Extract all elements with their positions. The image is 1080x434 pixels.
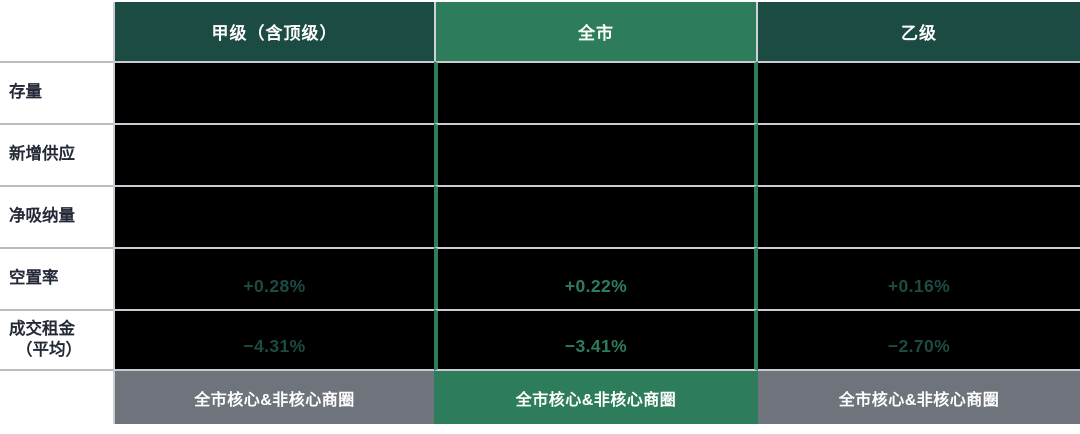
footer-spacer <box>0 371 113 424</box>
footer-cell-citywide: 全市核心&非核心商圈 <box>434 371 758 424</box>
vacancy-delta-grade-b: +0.16% <box>887 276 951 296</box>
rent-label-line1: 成交租金 <box>9 319 75 338</box>
cell-rent-grade-b: −2.70% <box>758 309 1080 371</box>
row-label-net-absorption-text: 净吸纳量 <box>9 207 75 226</box>
footer-cell-grade-b: 全市核心&非核心商圈 <box>758 371 1080 424</box>
header-label-grade-a: 甲级（含顶级） <box>211 24 338 43</box>
cell-inventory-grade-b <box>758 61 1080 123</box>
row-label-vacancy-rate-text: 空置率 <box>9 269 59 288</box>
vacancy-delta-grade-a: +0.28% <box>243 276 306 296</box>
footer-label-citywide: 全市核心&非核心商圈 <box>515 391 677 409</box>
row-label-new-supply-text: 新增供应 <box>9 145 75 164</box>
row-label-transacted-rent-text: 成交租金 （平均） <box>9 319 82 362</box>
row-label-transacted-rent: 成交租金 （平均） <box>0 309 113 371</box>
market-summary-table: 甲级（含顶级） 全市 乙级 存量 新增供应 净吸纳量 空置率 <box>0 2 1080 424</box>
vacancy-delta-citywide: +0.22% <box>564 276 628 296</box>
rent-delta-grade-b: −2.70% <box>887 336 951 356</box>
header-cell-grade-a: 甲级（含顶级） <box>113 2 434 61</box>
cell-inventory-grade-a <box>113 61 434 123</box>
cell-inventory-citywide <box>434 61 758 123</box>
cell-new-supply-grade-b <box>758 123 1080 185</box>
header-cell-citywide: 全市 <box>434 2 758 61</box>
cell-net-absorption-grade-b <box>758 185 1080 247</box>
cell-vacancy-grade-b: +0.16% <box>758 247 1080 309</box>
footer-label-grade-b: 全市核心&非核心商圈 <box>838 391 1000 409</box>
cell-new-supply-grade-a <box>113 123 434 185</box>
cell-net-absorption-citywide <box>434 185 758 247</box>
header-label-grade-b: 乙级 <box>901 24 937 43</box>
row-label-new-supply: 新增供应 <box>0 123 113 185</box>
cell-rent-grade-a: −4.31% <box>113 309 434 371</box>
row-label-net-absorption: 净吸纳量 <box>0 185 113 247</box>
corner-spacer <box>0 2 113 61</box>
header-label-citywide: 全市 <box>578 24 614 43</box>
footer-label-grade-a: 全市核心&非核心商圈 <box>194 391 355 409</box>
cell-net-absorption-grade-a <box>113 185 434 247</box>
row-label-vacancy-rate: 空置率 <box>0 247 113 309</box>
footer-cell-grade-a: 全市核心&非核心商圈 <box>113 371 434 424</box>
row-label-inventory-text: 存量 <box>9 83 42 102</box>
row-label-inventory: 存量 <box>0 61 113 123</box>
cell-rent-citywide: −3.41% <box>434 309 758 371</box>
rent-delta-citywide: −3.41% <box>564 336 628 356</box>
cell-vacancy-citywide: +0.22% <box>434 247 758 309</box>
rent-label-line2: （平均） <box>16 341 82 359</box>
header-cell-grade-b: 乙级 <box>758 2 1080 61</box>
rent-delta-grade-a: −4.31% <box>243 336 306 356</box>
cell-vacancy-grade-a: +0.28% <box>113 247 434 309</box>
cell-new-supply-citywide <box>434 123 758 185</box>
